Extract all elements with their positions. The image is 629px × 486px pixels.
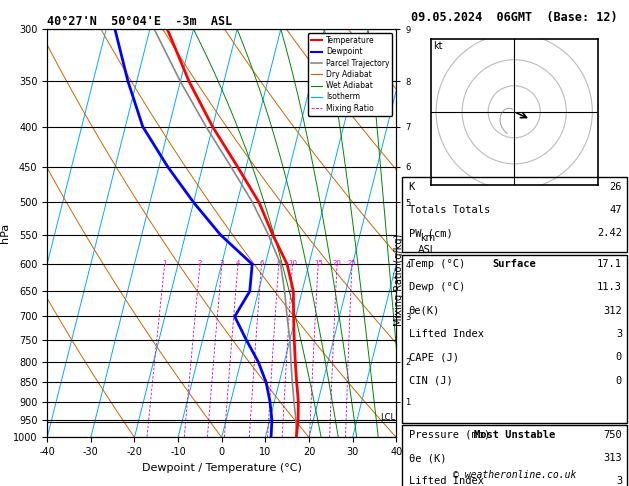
Text: 4: 4 xyxy=(236,260,240,266)
Text: 0: 0 xyxy=(616,376,622,386)
Text: 25: 25 xyxy=(348,260,357,266)
Text: 20: 20 xyxy=(333,260,342,266)
Text: K: K xyxy=(409,182,415,192)
Y-axis label: km
ASL: km ASL xyxy=(418,233,437,255)
Text: 10: 10 xyxy=(288,260,297,266)
Bar xyxy=(402,177,626,252)
Text: 3: 3 xyxy=(616,329,622,339)
Text: 2.42: 2.42 xyxy=(597,228,622,239)
Text: 40°27'N  50°04'E  -3m  ASL: 40°27'N 50°04'E -3m ASL xyxy=(47,15,233,28)
Text: Temp (°C): Temp (°C) xyxy=(409,259,465,269)
Text: 26: 26 xyxy=(610,182,622,192)
Text: θe (K): θe (K) xyxy=(409,453,446,463)
Text: θe(K): θe(K) xyxy=(409,306,440,316)
Legend: Temperature, Dewpoint, Parcel Trajectory, Dry Adiabat, Wet Adiabat, Isotherm, Mi: Temperature, Dewpoint, Parcel Trajectory… xyxy=(308,33,392,116)
Text: 6: 6 xyxy=(259,260,264,266)
Text: 313: 313 xyxy=(603,453,622,463)
Text: © weatheronline.co.uk: © weatheronline.co.uk xyxy=(452,470,576,480)
Text: LCL: LCL xyxy=(380,413,395,422)
Text: 15: 15 xyxy=(314,260,323,266)
Text: 312: 312 xyxy=(603,306,622,316)
Text: kt: kt xyxy=(433,41,442,51)
Text: Totals Totals: Totals Totals xyxy=(409,205,490,215)
Text: 11.3: 11.3 xyxy=(597,282,622,293)
Text: Lifted Index: Lifted Index xyxy=(409,329,484,339)
X-axis label: Dewpoint / Temperature (°C): Dewpoint / Temperature (°C) xyxy=(142,463,302,473)
Text: Dewp (°C): Dewp (°C) xyxy=(409,282,465,293)
Text: 750: 750 xyxy=(603,430,622,440)
Bar xyxy=(402,425,626,486)
Text: CIN (J): CIN (J) xyxy=(409,376,452,386)
Text: 0: 0 xyxy=(616,352,622,363)
Text: Pressure (mb): Pressure (mb) xyxy=(409,430,490,440)
Text: PW (cm): PW (cm) xyxy=(409,228,452,239)
Bar xyxy=(402,255,626,423)
Text: 3: 3 xyxy=(220,260,224,266)
Text: 47: 47 xyxy=(610,205,622,215)
Y-axis label: hPa: hPa xyxy=(0,223,10,243)
Text: 1: 1 xyxy=(162,260,167,266)
Text: Mixing Ratio (g/kg): Mixing Ratio (g/kg) xyxy=(394,233,404,326)
Text: Lifted Index: Lifted Index xyxy=(409,476,484,486)
Text: CAPE (J): CAPE (J) xyxy=(409,352,459,363)
Text: 17.1: 17.1 xyxy=(597,259,622,269)
Text: 09.05.2024  06GMT  (Base: 12): 09.05.2024 06GMT (Base: 12) xyxy=(411,11,618,24)
Text: 8: 8 xyxy=(277,260,281,266)
Text: 2: 2 xyxy=(198,260,202,266)
Text: Most Unstable: Most Unstable xyxy=(474,430,555,440)
Text: Surface: Surface xyxy=(493,259,536,269)
Text: 3: 3 xyxy=(616,476,622,486)
